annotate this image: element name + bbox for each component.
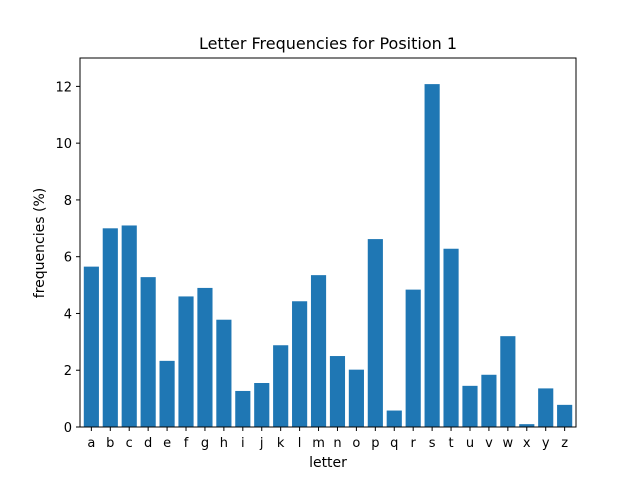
bar-t <box>443 248 459 427</box>
bar-h <box>216 319 232 427</box>
x-tick-label-s: s <box>429 436 436 451</box>
bar-c <box>121 225 137 427</box>
bar-o <box>348 369 364 427</box>
bar-u <box>462 385 478 427</box>
bar-p <box>367 239 383 427</box>
x-tick-label-o: o <box>352 436 360 451</box>
x-tick-label-z: z <box>561 436 568 451</box>
x-tick-label-y: y <box>542 436 550 451</box>
bar-q <box>386 410 402 427</box>
y-tick-label-12: 12 <box>55 80 72 95</box>
x-tick-label-v: v <box>485 436 493 451</box>
bar-e <box>159 360 175 427</box>
bar-a <box>83 266 99 427</box>
x-tick-label-x: x <box>523 436 531 451</box>
bars-group <box>83 84 573 428</box>
bar-d <box>140 277 156 427</box>
bar-j <box>254 383 270 427</box>
x-tick-label-k: k <box>277 436 285 451</box>
x-tick-label-i: i <box>241 436 245 451</box>
bar-x <box>519 424 535 427</box>
y-tick-label-10: 10 <box>55 137 72 152</box>
y-axis-ticks: 0 2 4 6 8 10 12 <box>55 80 80 436</box>
x-tick-label-h: h <box>220 436 228 451</box>
y-tick-label-8: 8 <box>64 194 72 209</box>
x-tick-label-q: q <box>390 436 398 451</box>
bar-l <box>292 301 308 427</box>
x-tick-label-n: n <box>333 436 341 451</box>
x-tick-label-c: c <box>126 436 133 451</box>
x-tick-label-t: t <box>448 436 453 451</box>
bar-w <box>500 336 516 427</box>
x-tick-label-d: d <box>144 436 152 451</box>
x-tick-label-a: a <box>87 436 95 451</box>
bar-k <box>273 345 289 427</box>
x-tick-label-r: r <box>411 436 417 451</box>
x-tick-label-j: j <box>259 436 264 451</box>
bar-g <box>197 287 213 427</box>
chart-title: Letter Frequencies for Position 1 <box>199 34 457 53</box>
x-tick-label-b: b <box>106 436 114 451</box>
x-tick-label-p: p <box>371 436 379 451</box>
bar-z <box>557 404 573 427</box>
bar-v <box>481 374 497 427</box>
x-tick-label-w: w <box>503 436 514 451</box>
plot-frame <box>79 57 577 428</box>
bar-f <box>178 296 194 427</box>
x-tick-label-g: g <box>201 436 209 451</box>
bar-r <box>405 289 421 427</box>
bar-y <box>538 388 554 427</box>
y-tick-label-4: 4 <box>64 307 72 322</box>
bar-i <box>235 390 251 427</box>
bar-n <box>329 356 346 427</box>
x-axis-label: letter <box>309 455 347 471</box>
y-tick-label-6: 6 <box>64 251 72 266</box>
x-tick-label-f: f <box>184 436 189 451</box>
x-tick-label-m: m <box>312 436 325 451</box>
y-tick-label-2: 2 <box>64 364 72 379</box>
x-tick-label-l: l <box>298 436 302 451</box>
bar-s <box>424 84 440 428</box>
y-axis-label: frequencies (%) <box>32 188 48 298</box>
y-tick-label-0: 0 <box>64 421 72 436</box>
x-tick-label-u: u <box>466 436 474 451</box>
x-tick-label-e: e <box>163 436 171 451</box>
bar-m <box>310 275 327 427</box>
bar-b <box>102 228 118 427</box>
